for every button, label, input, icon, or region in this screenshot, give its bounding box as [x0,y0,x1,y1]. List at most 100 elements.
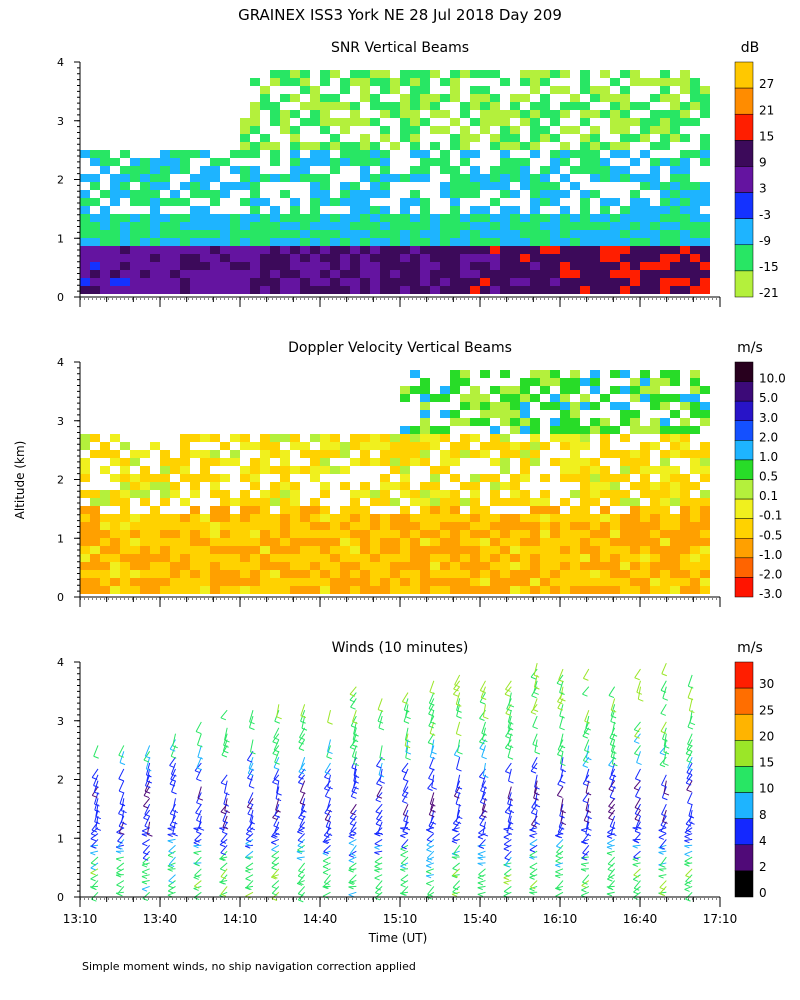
wind-barb-flag [403,720,410,724]
colorbar-swatch [734,361,754,382]
heatmap-cell [160,174,170,182]
wind-barb-flag [143,795,150,799]
heatmap-cell [330,158,340,166]
wind-barb [533,680,538,693]
heatmap-cell [340,522,350,530]
wind-barb-flag [142,857,149,861]
heatmap-cell [410,174,420,182]
heatmap-cell [300,522,310,530]
heatmap-cell [550,198,560,206]
heatmap-cell [520,546,530,554]
wind-barb-flag [687,726,694,730]
wind-barb-flag [300,791,306,795]
wind-barb-flag [532,743,538,747]
heatmap-cell [370,522,380,530]
wind-barb-flag [662,738,668,742]
wind-barb [503,868,512,875]
heatmap-cell [610,562,620,570]
heatmap-cell [290,134,300,142]
heatmap-cell [220,474,230,482]
heatmap-cell [440,458,450,466]
heatmap-cell [590,458,600,466]
wind-barb [144,745,151,757]
wind-barb-flag [689,710,695,714]
heatmap-cell [500,418,510,426]
heatmap-cell [320,246,330,254]
heatmap-cell [470,94,480,102]
heatmap-cell [180,546,190,554]
heatmap-cell [670,246,680,254]
wind-barb [452,880,461,888]
panel-2: Doppler Velocity Vertical Beams0123410.0… [57,340,786,607]
heatmap-cell [560,70,570,78]
heatmap-cell [630,538,640,546]
wind-barb [684,862,693,865]
heatmap-cell [350,182,360,190]
heatmap-cell [560,222,570,230]
wind-barb [608,809,616,819]
wind-barb-flag [481,785,488,789]
wind-barb-flag [94,791,100,795]
heatmap-cell [330,278,340,286]
heatmap-cell [360,206,370,214]
heatmap-cell [90,182,100,190]
wind-barb [633,833,641,842]
heatmap-cell [330,118,340,126]
wind-barb [507,809,512,823]
wind-barb [532,715,538,727]
heatmap-cell [200,214,210,222]
heatmap-cell [440,506,450,514]
wind-barb-flag [348,886,354,890]
heatmap-cell [280,490,290,498]
wind-barb-flag [273,825,279,829]
wind-barb [663,739,667,752]
heatmap-cell [380,78,390,86]
wind-barb-flag [687,767,693,771]
heatmap-cell [150,190,160,198]
wind-barb-flag [167,868,173,872]
heatmap-cell [660,230,670,238]
wind-barb-flag [661,673,667,677]
heatmap-cell [490,410,500,418]
heatmap-cell [360,174,370,182]
heatmap-cell [480,214,490,222]
heatmap-cell [250,222,260,230]
wind-barb [298,739,306,749]
heatmap-cell [250,530,260,538]
heatmap-cell [610,78,620,86]
heatmap-cell [400,198,410,206]
heatmap-cell [400,174,410,182]
heatmap-cell [320,94,330,102]
heatmap-cell [480,230,490,238]
heatmap-cell [250,506,260,514]
heatmap-cell [520,254,530,262]
heatmap-cell [660,514,670,522]
heatmap-cell [680,222,690,230]
heatmap-cell [520,474,530,482]
heatmap-cell [290,286,300,294]
heatmap-cell [410,142,420,150]
heatmap-cell [420,78,430,86]
heatmap-cell [240,490,250,498]
wind-barb-flag [481,732,487,736]
heatmap-cell [310,238,320,246]
heatmap-cell [140,474,150,482]
heatmap-cell [400,506,410,514]
wind-barb-flag [276,716,282,720]
heatmap-cell [240,442,250,450]
heatmap-cell [320,78,330,86]
heatmap-cell [100,262,110,270]
heatmap-cell [160,150,170,158]
wind-barb [686,751,693,761]
heatmap-cell [610,450,620,458]
heatmap-cell [470,246,480,254]
heatmap-cell [510,554,520,562]
heatmap-cell [240,578,250,586]
heatmap-cell [380,254,390,262]
heatmap-cell [570,562,580,570]
wind-barb-flag [453,829,459,833]
y-tick-label: 2 [57,174,64,187]
heatmap-cell [530,442,540,450]
heatmap-cell [620,134,630,142]
heatmap-cell [520,378,530,386]
